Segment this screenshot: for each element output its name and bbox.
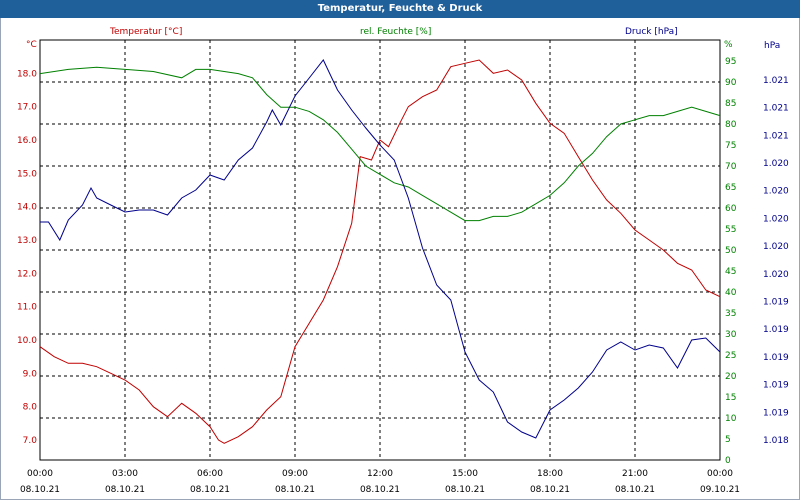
- x-tick-time: 03:00: [112, 469, 138, 479]
- x-tick-date: 08.10.21: [360, 485, 400, 495]
- humidity-tick: 80: [725, 120, 737, 130]
- temperature-tick: 14.0: [17, 203, 37, 213]
- humidity-tick: 40: [725, 288, 737, 298]
- pressure-tick: 1.019: [763, 381, 789, 391]
- pressure-tick: 1.021: [763, 131, 789, 141]
- pressure-tick: 1.020: [763, 159, 789, 169]
- x-tick-date: 08.10.21: [20, 485, 60, 495]
- pressure-tick: 1.021: [763, 76, 789, 86]
- x-tick-time: 12:00: [367, 469, 393, 479]
- legend-humidity: rel. Feuchte [%]: [360, 27, 431, 37]
- temperature-tick: 17.0: [17, 103, 37, 113]
- pressure-tick: 1.019: [763, 353, 789, 363]
- temperature-tick: 9.0: [23, 369, 38, 379]
- temperature-tick: 15.0: [17, 169, 37, 179]
- legend-pressure: Druck [hPa]: [625, 27, 678, 37]
- pressure-tick: 1.020: [763, 242, 789, 252]
- x-tick-time: 18:00: [537, 469, 563, 479]
- pressure-tick: 1.019: [763, 408, 789, 418]
- humidity-tick: 35: [725, 309, 736, 319]
- x-tick-time: 09:00: [282, 469, 308, 479]
- temperature-tick: 11.0: [17, 303, 37, 313]
- humidity-tick: 55: [725, 225, 736, 235]
- humidity-tick: 65: [725, 183, 736, 193]
- temperature-tick: 16.0: [17, 136, 37, 146]
- humidity-line: [39, 66, 721, 222]
- temperature-tick: 7.0: [23, 436, 38, 446]
- x-tick-time: 00:00: [707, 469, 733, 479]
- pressure-line: [40, 59, 721, 439]
- pressure-tick: 1.019: [763, 325, 789, 335]
- humidity-tick: 30: [725, 330, 737, 340]
- temperature-tick: 12.0: [17, 269, 37, 279]
- pressure-unit-label: hPa: [764, 41, 780, 51]
- humidity-tick: 95: [725, 57, 736, 67]
- temperature-line: [39, 59, 721, 444]
- pressure-tick: 1.018: [763, 436, 789, 446]
- x-tick-date: 08.10.21: [530, 485, 570, 495]
- temperature-tick: 18.0: [17, 69, 37, 79]
- temperature-tick: 8.0: [23, 403, 38, 413]
- x-tick-date: 08.10.21: [190, 485, 230, 495]
- x-tick-date: 08.10.21: [615, 485, 655, 495]
- x-tick-time: 15:00: [452, 469, 478, 479]
- humidity-tick: 85: [725, 99, 736, 109]
- pressure-tick: 1.019: [763, 298, 789, 308]
- pressure-tick: 1.021: [763, 104, 789, 114]
- temperature-tick: 10.0: [17, 336, 37, 346]
- x-tick-date: 09.10.21: [700, 485, 740, 495]
- pressure-tick: 1.020: [763, 270, 789, 280]
- x-tick-time: 06:00: [197, 469, 223, 479]
- humidity-tick: 5: [725, 435, 731, 445]
- humidity-tick: 70: [725, 162, 737, 172]
- pressure-tick: 1.020: [763, 187, 789, 197]
- chart-title: Temperatur, Feuchte & Druck: [0, 0, 800, 18]
- x-tick-date: 08.10.21: [275, 485, 315, 495]
- temperature-unit-label: °C: [26, 40, 37, 50]
- legend-temperature: Temperatur [°C]: [109, 27, 182, 37]
- x-tick-date: 08.10.21: [105, 485, 145, 495]
- humidity-tick: 0: [725, 456, 731, 466]
- humidity-tick: 25: [725, 351, 736, 361]
- humidity-tick: 75: [725, 141, 736, 151]
- humidity-tick: 20: [725, 372, 737, 382]
- temperature-tick: 13.0: [17, 236, 37, 246]
- humidity-tick: 10: [725, 414, 737, 424]
- x-tick-time: 00:00: [27, 469, 53, 479]
- x-tick-time: 21:00: [622, 469, 648, 479]
- pressure-tick: 1.020: [763, 214, 789, 224]
- humidity-tick: 15: [725, 393, 736, 403]
- humidity-tick: 90: [725, 78, 737, 88]
- humidity-tick: 50: [725, 246, 737, 256]
- x-tick-date: 08.10.21: [445, 485, 485, 495]
- humidity-tick: 60: [725, 204, 737, 214]
- humidity-tick: 45: [725, 267, 736, 277]
- humidity-unit-label: %: [724, 40, 733, 50]
